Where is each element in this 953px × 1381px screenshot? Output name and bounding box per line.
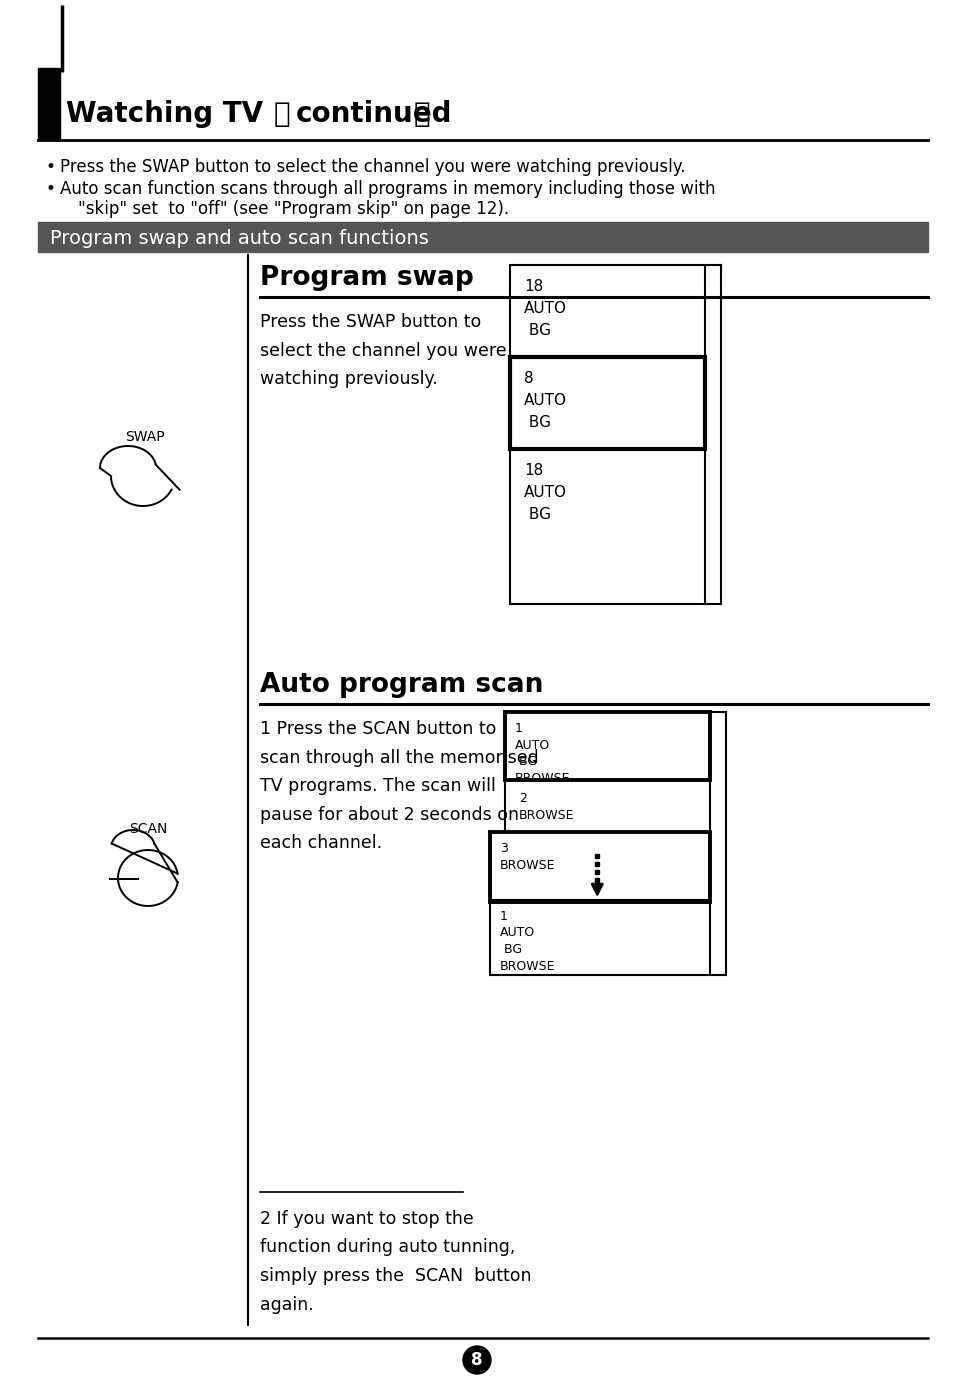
Text: 18
AUTO
 BG: 18 AUTO BG bbox=[523, 279, 566, 338]
Bar bbox=[504, 713, 709, 780]
Text: •: • bbox=[46, 180, 56, 197]
Circle shape bbox=[462, 1346, 491, 1374]
Text: 8: 8 bbox=[471, 1351, 482, 1369]
Text: Program swap: Program swap bbox=[260, 265, 474, 291]
Text: 18
AUTO
 BG: 18 AUTO BG bbox=[523, 463, 566, 522]
Bar bbox=[510, 265, 704, 358]
Text: SWAP: SWAP bbox=[125, 429, 165, 445]
Text: Watching TV: Watching TV bbox=[66, 99, 263, 128]
Text: Program swap and auto scan functions: Program swap and auto scan functions bbox=[50, 228, 429, 247]
Bar bbox=[490, 900, 709, 975]
Bar bbox=[504, 780, 709, 831]
Text: Auto scan function scans through all programs in memory including those with: Auto scan function scans through all pro… bbox=[60, 180, 715, 197]
Bar bbox=[38, 222, 927, 251]
Text: continued: continued bbox=[295, 99, 452, 128]
Text: SCAN: SCAN bbox=[129, 822, 167, 836]
Text: 2
BROWSE: 2 BROWSE bbox=[518, 791, 574, 822]
Text: （: （ bbox=[274, 99, 291, 128]
Text: Press the SWAP button to select the channel you were watching previously.: Press the SWAP button to select the chan… bbox=[60, 157, 685, 175]
Bar bbox=[38, 68, 60, 139]
Text: 8
AUTO
 BG: 8 AUTO BG bbox=[523, 371, 566, 431]
Bar bbox=[490, 831, 709, 902]
Text: Press the SWAP button to
select the channel you were
watching previously.: Press the SWAP button to select the chan… bbox=[260, 313, 506, 388]
Text: •: • bbox=[46, 157, 56, 175]
Bar bbox=[510, 449, 704, 603]
Text: 1
AUTO
 BG
BROWSE: 1 AUTO BG BROWSE bbox=[499, 910, 555, 972]
Text: "skip" set  to "off" (see "Program skip" on page 12).: "skip" set to "off" (see "Program skip" … bbox=[78, 200, 509, 218]
Text: ）: ） bbox=[414, 99, 430, 128]
Text: 2 If you want to stop the
function during auto tunning,
simply press the  SCAN  : 2 If you want to stop the function durin… bbox=[260, 1210, 531, 1313]
Text: 3
BROWSE: 3 BROWSE bbox=[499, 842, 555, 871]
Text: 1
AUTO
 BG
BROWSE: 1 AUTO BG BROWSE bbox=[515, 722, 570, 784]
Text: 1 Press the SCAN button to
scan through all the memorised
TV programs. The scan : 1 Press the SCAN button to scan through … bbox=[260, 720, 538, 852]
Bar bbox=[510, 358, 704, 449]
Text: Auto program scan: Auto program scan bbox=[260, 673, 543, 697]
